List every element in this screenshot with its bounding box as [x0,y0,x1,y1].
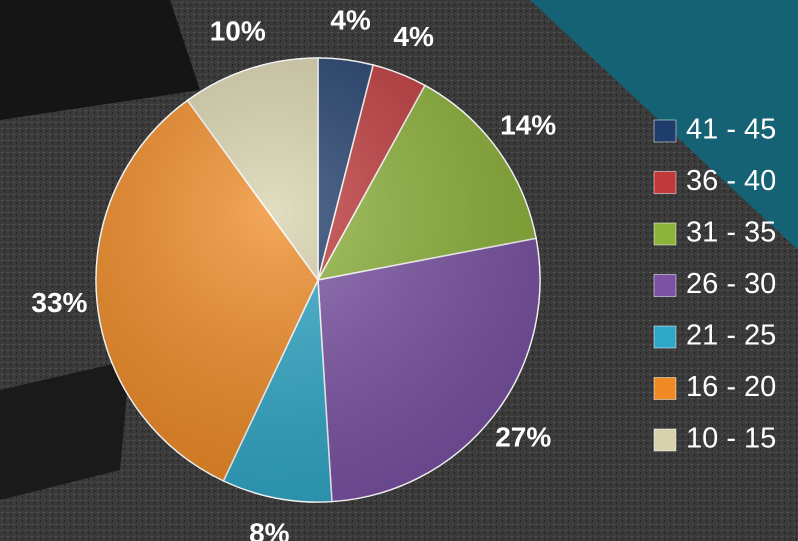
legend-swatch [653,325,677,349]
pie [95,57,541,503]
data-label: 14% [500,110,556,141]
data-label: 10% [210,15,266,46]
data-label: 4% [330,5,371,36]
legend-label: 10 - 15 [686,423,776,455]
labels: 4% 4% 14% 27% 8% 33% 10% [31,5,556,541]
legend-swatch [653,377,677,400]
legend-swatch [653,222,677,246]
legend-swatch [653,171,677,194]
legend: 41 - 45 36 - 40 31 - 35 26 - 30 21 - 25 16 - … [653,114,776,455]
legend-label: 26 - 30 [686,268,776,300]
legend-swatch [653,119,677,143]
legend-label: 21 - 25 [686,320,776,352]
legend-label: 41 - 45 [686,114,776,146]
legend-label: 36 - 40 [686,165,776,197]
legend-swatch [653,274,677,297]
legend-label: 16 - 20 [686,371,776,403]
data-label: 33% [31,287,87,318]
legend-swatch [653,428,677,452]
data-label: 4% [393,21,434,52]
legend-label: 31 - 35 [686,217,776,249]
data-label: 8% [249,518,290,541]
data-label: 27% [495,422,551,453]
